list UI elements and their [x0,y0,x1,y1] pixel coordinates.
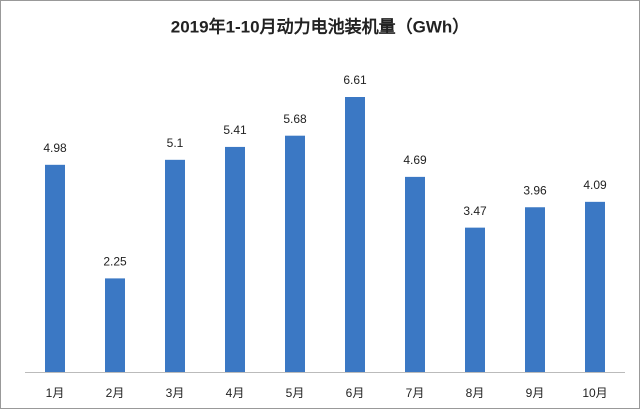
x-tick-label: 4月 [226,386,245,400]
value-label: 5.68 [283,112,307,126]
x-tick-label: 1月 [46,386,65,400]
bar [45,164,65,372]
bar [585,201,605,372]
value-label: 4.09 [583,178,607,192]
bar [345,97,365,372]
x-tick-label: 3月 [166,386,185,400]
bar [225,146,245,372]
x-tick-label: 10月 [582,386,607,400]
x-tick-label: 2月 [106,386,125,400]
bar [165,159,185,372]
chart-title: 2019年1-10月动力电池装机量（GWh） [171,16,470,36]
value-label: 3.96 [523,183,547,197]
bar [105,278,125,372]
bar [465,227,485,372]
value-label: 3.47 [463,204,487,218]
value-label: 4.69 [403,153,427,167]
x-tick-label: 9月 [526,386,545,400]
bar [405,176,425,372]
bar [285,135,305,372]
value-label: 2.25 [103,255,127,269]
value-label: 5.1 [167,136,184,150]
x-tick-label: 5月 [286,386,305,400]
value-label: 5.41 [223,123,247,137]
value-label: 6.61 [343,73,367,87]
x-tick-label: 7月 [406,386,425,400]
x-tick-label: 8月 [466,386,485,400]
bar [525,207,545,372]
value-label: 4.98 [43,141,67,155]
x-tick-label: 6月 [346,386,365,400]
